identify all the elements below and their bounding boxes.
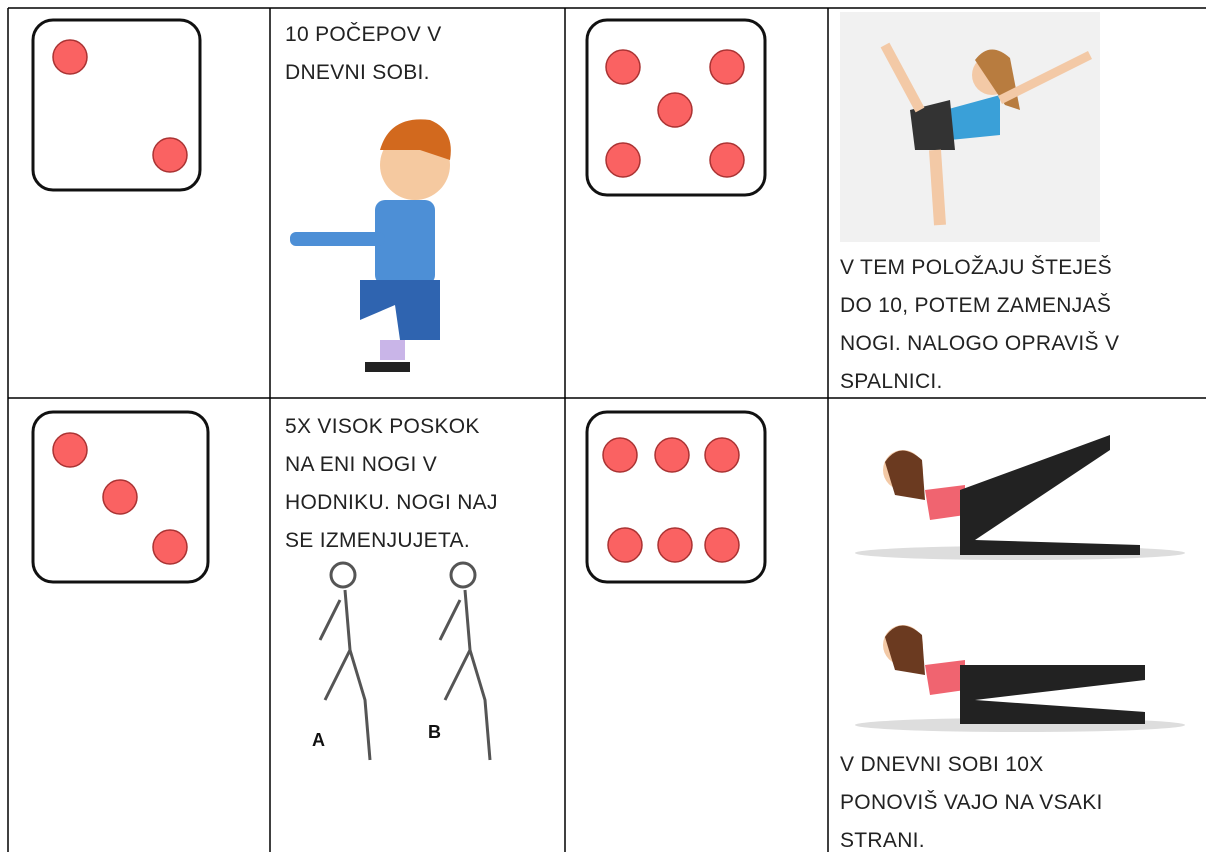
cell-text: V TEM POLOŽAJU ŠTEJEŠ DO 10, POTEM ZAMENJ…: [840, 249, 1119, 401]
cell-text: 10 POČEPOV V DNEVNI SOBI.: [285, 16, 442, 92]
yoga-illustration: [840, 12, 1100, 242]
jump-illustration: [318, 561, 492, 761]
figure-label: B: [428, 722, 441, 742]
text-line: PONOVIŠ VAJO NA VSAKI: [840, 791, 1103, 814]
side-leg-illustration: [855, 435, 1185, 732]
table-borders: [7, 7, 1206, 852]
text-line: SE IZMENJUJETA.: [285, 529, 470, 552]
squat-illustration: [290, 119, 451, 372]
text-line: SPALNICI.: [840, 370, 943, 393]
text-line: V DNEVNI SOBI 10X: [840, 753, 1044, 776]
text-line: DO 10, POTEM ZAMENJAŠ: [840, 294, 1112, 317]
dice-frames: [31, 18, 767, 584]
text-line: NA ENI NOGI V: [285, 453, 438, 476]
text-line: V TEM POLOŽAJU ŠTEJEŠ: [840, 256, 1112, 279]
text-line: 10 POČEPOV V: [285, 23, 442, 46]
cell-text: V DNEVNI SOBI 10X PONOVIŠ VAJO NA VSAKI ST…: [840, 746, 1103, 860]
text-line: NOGI. NALOGO OPRAVIŠ V: [840, 332, 1120, 355]
text-line: STRANI.: [840, 829, 925, 852]
text-line: DNEVNI SOBI.: [285, 61, 430, 84]
text-line: HODNIKU. NOGI NAJ: [285, 491, 498, 514]
figure-label: A: [312, 730, 325, 750]
cell-text: 5X VISOK POSKOK NA ENI NOGI V HODNIKU. NOG…: [285, 408, 498, 560]
dice-dots: [52, 39, 745, 565]
text-line: 5X VISOK POSKOK: [285, 415, 480, 438]
